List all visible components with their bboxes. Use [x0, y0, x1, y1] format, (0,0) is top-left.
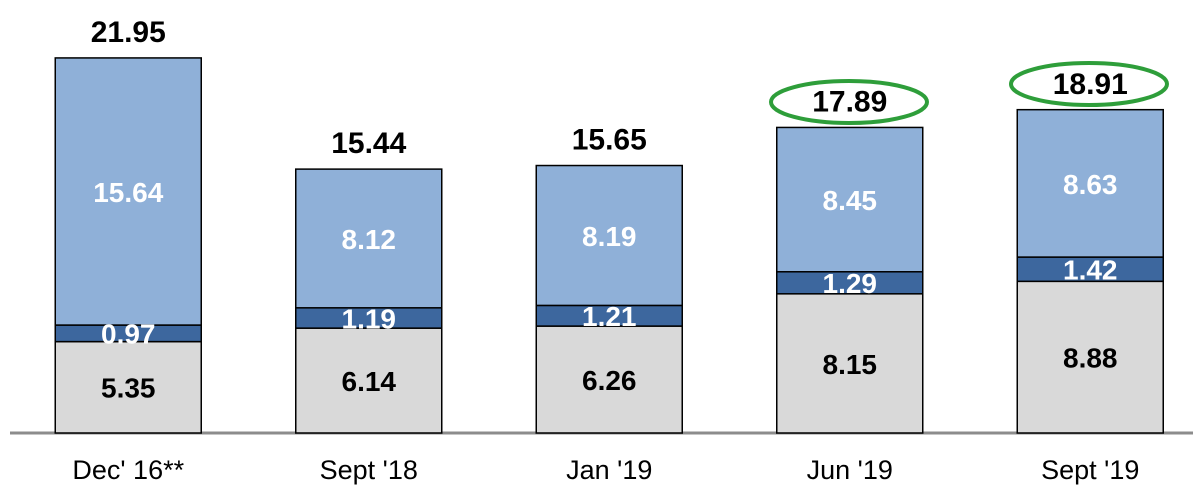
value-label: 1.42 [1063, 255, 1118, 286]
value-label: 8.19 [582, 221, 637, 252]
x-tick-label: Sept '19 [1041, 455, 1139, 485]
value-label: 1.19 [342, 303, 397, 334]
value-label: 6.26 [582, 365, 637, 396]
value-label: 1.21 [582, 301, 637, 332]
total-label: 15.44 [331, 127, 406, 160]
value-label: 8.12 [342, 224, 397, 255]
value-label: 8.15 [823, 349, 878, 380]
x-tick-label: Jun '19 [807, 455, 893, 485]
value-label: 8.45 [823, 185, 878, 216]
total-label: 17.89 [812, 85, 887, 118]
value-label: 6.14 [342, 366, 397, 397]
total-label: 18.91 [1053, 68, 1128, 101]
x-tick-label: Jan '19 [566, 455, 652, 485]
value-label: 0.97 [101, 319, 156, 350]
value-label: 8.63 [1063, 169, 1118, 200]
x-tick-label: Dec' 16** [72, 455, 184, 485]
chart: 5.35 0.97 15.64 21.95 Dec' 16** 6.14 1.19 8.12 1… [0, 0, 1193, 497]
value-label: 15.64 [93, 177, 163, 208]
value-label: 8.88 [1063, 343, 1118, 374]
x-tick-label: Sept '18 [320, 455, 418, 485]
value-label: 5.35 [101, 373, 156, 404]
total-label: 15.65 [572, 124, 647, 157]
total-label: 21.95 [91, 16, 166, 49]
value-label: 1.29 [823, 268, 878, 299]
